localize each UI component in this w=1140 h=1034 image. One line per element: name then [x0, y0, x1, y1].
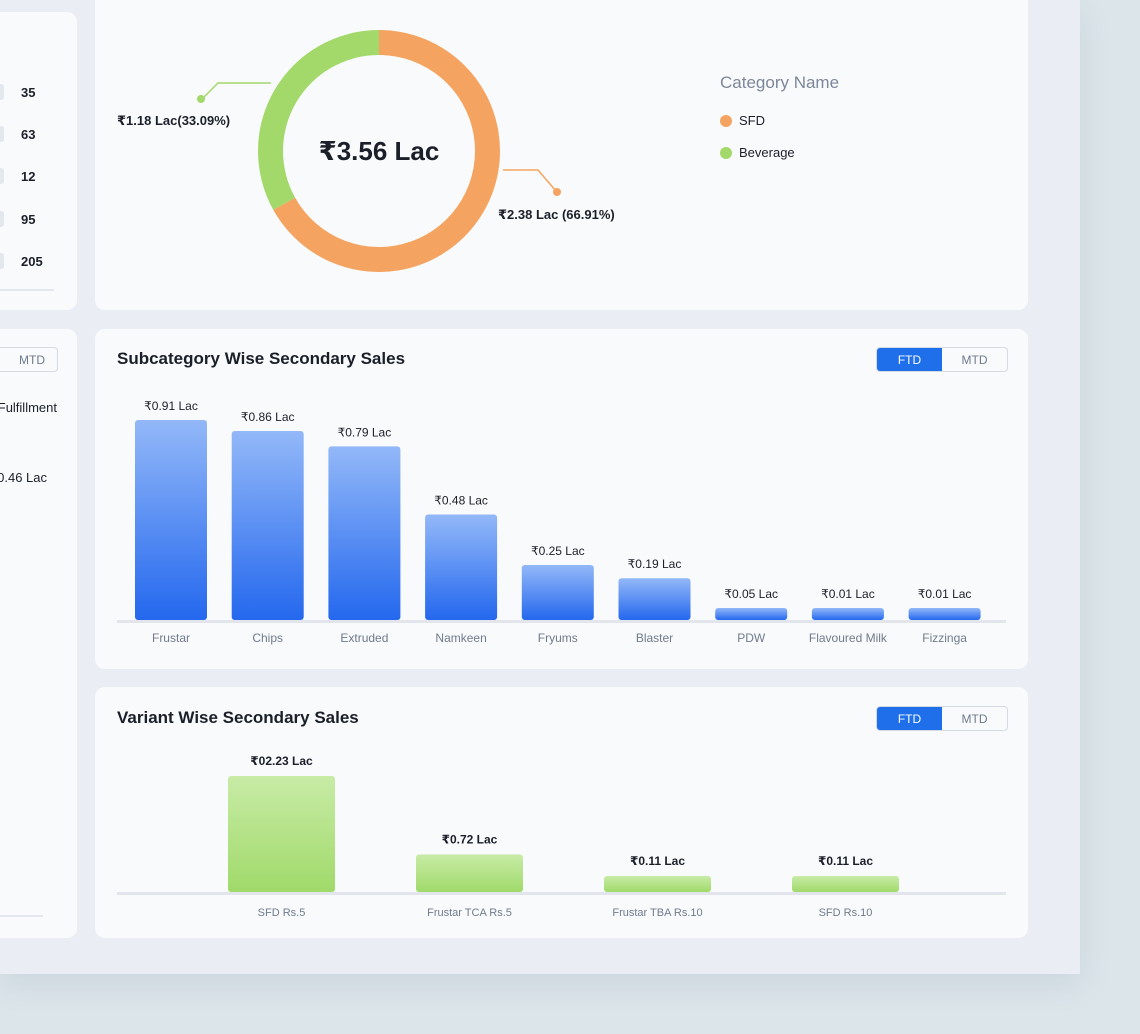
- data-label: ₹0.72 Lac: [442, 833, 498, 847]
- legend-label: Beverage: [739, 145, 795, 160]
- data-label: ₹0.01 Lac: [918, 587, 972, 601]
- row-value: 12: [21, 169, 36, 184]
- bar-extruded[interactable]: [328, 446, 401, 620]
- bar-frustar-tca-rs-5[interactable]: [416, 854, 523, 892]
- left-summary-card: 35 63 12 95 205: [0, 12, 77, 310]
- row-value: 35: [21, 85, 36, 100]
- data-label: ₹0.19 Lac: [628, 557, 682, 571]
- sfd-data-label: ₹2.38 Lac (66.91%): [498, 207, 615, 222]
- category-label: Fryums: [538, 631, 578, 645]
- subcategory-bar-chart: ₹0.91 Lac Frustar ₹0.86 Lac Chips ₹0.79 Lac E…: [117, 399, 1006, 645]
- subcategory-sales-card: Subcategory Wise Secondary Sales FTD MTD…: [95, 329, 1028, 669]
- ftd-tab[interactable]: FTD: [877, 348, 942, 371]
- beverage-data-label: ₹1.18 Lac(33.09%): [117, 113, 230, 128]
- subcategory-period-toggle: FTD MTD: [876, 347, 1008, 372]
- mtd-label: MTD: [19, 352, 45, 367]
- row-indicator: [0, 126, 4, 142]
- data-label: ₹0.01 Lac: [821, 587, 875, 601]
- category-label: Chips: [252, 631, 283, 645]
- bar-frustar[interactable]: [135, 420, 207, 620]
- sfd-leader-dot: [553, 188, 561, 196]
- bar-blaster[interactable]: [618, 578, 691, 620]
- category-label: Frustar: [152, 631, 190, 645]
- bar-pdw[interactable]: [715, 608, 788, 620]
- mtd-tab[interactable]: MTD: [961, 352, 988, 367]
- bar-frustar-tba-rs-10[interactable]: [604, 876, 711, 892]
- category-label: Frustar TCA Rs.5: [427, 907, 512, 919]
- data-label: ₹0.79 Lac: [338, 425, 392, 439]
- legend-item-beverage[interactable]: Beverage: [720, 145, 795, 160]
- ftd-tab[interactable]: FTD: [877, 707, 942, 730]
- subcategory-title: Subcategory Wise Secondary Sales: [117, 349, 406, 368]
- chart-baseline: [117, 892, 1006, 895]
- category-label: Frustar TBA Rs.10: [612, 907, 702, 919]
- data-label: ₹0.86 Lac: [241, 410, 295, 424]
- category-label: SFD Rs.5: [258, 907, 306, 919]
- legend-item-sfd[interactable]: SFD: [720, 113, 765, 128]
- bar-sfd-rs-10[interactable]: [792, 876, 899, 892]
- row-indicator: [0, 253, 4, 269]
- legend-label: SFD: [739, 113, 765, 128]
- data-label: ₹0.11 Lac: [630, 854, 685, 868]
- chart-baseline: [117, 620, 1006, 623]
- row-indicator: [0, 211, 4, 227]
- row-value: 205: [21, 254, 43, 269]
- category-label: SFD Rs.10: [819, 907, 873, 919]
- beverage-dot-icon: [720, 146, 732, 159]
- data-label: ₹0.48 Lac: [434, 494, 488, 508]
- variant-bar-chart: ₹02.23 Lac SFD Rs.5 ₹0.72 Lac Frustar TCA R…: [117, 754, 1006, 919]
- data-label: ₹0.05 Lac: [724, 587, 778, 601]
- donut-center-value: ₹3.56 Lac: [319, 136, 440, 166]
- category-label: Extruded: [340, 631, 388, 645]
- data-label: ₹0.25 Lac: [531, 544, 585, 558]
- variant-title: Variant Wise Secondary Sales: [117, 708, 359, 727]
- row-indicator: [0, 84, 4, 100]
- bar-fizzinga[interactable]: [908, 608, 981, 620]
- category-label: Blaster: [636, 631, 673, 645]
- sfd-dot-icon: [720, 114, 732, 127]
- category-label: Flavoured Milk: [809, 631, 888, 645]
- data-label: ₹0.91 Lac: [144, 399, 198, 413]
- mtd-tab[interactable]: MTD: [961, 711, 988, 726]
- divider: [0, 915, 43, 917]
- variant-period-toggle: FTD MTD: [876, 706, 1008, 731]
- bar-namkeen[interactable]: [425, 514, 498, 620]
- category-donut-card: ₹3.56 Lac ₹2.38 Lac (66.91%) ₹1.18 Lac(3…: [95, 0, 1028, 310]
- category-label: Namkeen: [435, 631, 486, 645]
- fulfillment-label: Fulfillment: [0, 400, 57, 415]
- data-label: ₹02.23 Lac: [250, 754, 313, 768]
- category-label: PDW: [737, 631, 766, 645]
- category-label: Fizzinga: [922, 631, 967, 645]
- divider: [0, 289, 54, 291]
- donut-chart: ₹3.56 Lac ₹2.38 Lac (66.91%) ₹1.18 Lac(3…: [117, 30, 615, 272]
- row-value: 63: [21, 127, 36, 142]
- beverage-leader-line: [201, 82, 271, 100]
- bar-fryums[interactable]: [521, 565, 594, 620]
- data-label: ₹0.11 Lac: [818, 854, 873, 868]
- legend-title: Category Name: [720, 73, 840, 92]
- beverage-leader-dot: [197, 95, 205, 103]
- mtd-toggle-button[interactable]: MTD: [0, 347, 58, 372]
- sfd-leader-line: [503, 169, 557, 192]
- bar-sfd-rs-5[interactable]: [228, 776, 335, 892]
- donut-slice-beverage[interactable]: [258, 30, 379, 210]
- left-fulfillment-card: MTD Fulfillment 0.46 Lac: [0, 329, 77, 938]
- bar-flavoured-milk[interactable]: [811, 608, 884, 620]
- variant-sales-card: Variant Wise Secondary Sales FTD MTD ₹02…: [95, 687, 1028, 938]
- row-indicator: [0, 168, 4, 184]
- bar-chips[interactable]: [231, 430, 304, 620]
- fulfillment-value: 0.46 Lac: [0, 470, 47, 485]
- row-value: 95: [21, 212, 36, 227]
